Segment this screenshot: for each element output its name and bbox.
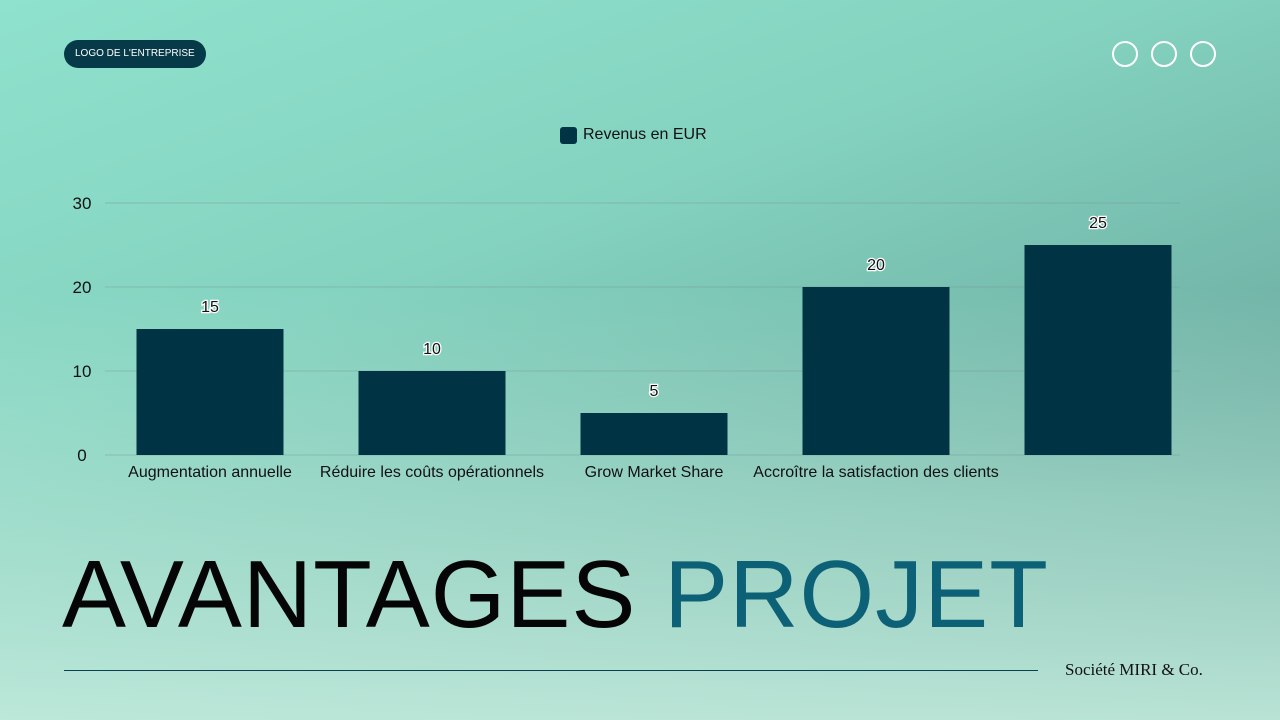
company-name: Société MIRI & Co.: [1065, 660, 1203, 679]
legend-label: Revenus en EUR: [583, 126, 707, 143]
bar: [802, 287, 950, 455]
legend-swatch: [560, 127, 577, 144]
y-tick-label: 20: [73, 278, 92, 297]
decorative-circles: [1112, 41, 1216, 67]
y-tick-label: 30: [73, 194, 92, 213]
x-tick-label: Grow Market Share: [585, 464, 724, 481]
data-label: 20: [867, 257, 885, 274]
bar: [136, 329, 284, 455]
x-tick-label: Accroître la satisfaction des clients: [753, 464, 998, 481]
bar-chart: 0 10 20 30 Revenus en EUR 15 Augmentation annu…: [73, 126, 1180, 481]
divider: [64, 670, 1038, 671]
circle-icon: [1112, 41, 1138, 67]
bar: [1024, 245, 1172, 455]
title-part1: AVANTAGES: [62, 541, 637, 648]
y-tick-label: 0: [77, 446, 86, 465]
company-logo-badge: LOGO DE L'ENTREPRISE: [64, 40, 206, 68]
data-label: 10: [423, 341, 441, 358]
data-label: 15: [201, 299, 219, 316]
data-label: 5: [650, 383, 659, 400]
x-tick-label: Réduire les coûts opérationnels: [320, 464, 544, 481]
title-part2: PROJET: [664, 541, 1049, 648]
bar: [580, 413, 728, 455]
circle-icon: [1151, 41, 1177, 67]
data-label: 25: [1089, 215, 1107, 232]
circle-icon: [1190, 41, 1216, 67]
bar: [358, 371, 506, 455]
x-tick-label: Augmentation annuelle: [128, 464, 292, 481]
y-tick-label: 10: [73, 362, 92, 381]
page-title: AVANTAGES PROJET: [62, 540, 1049, 650]
